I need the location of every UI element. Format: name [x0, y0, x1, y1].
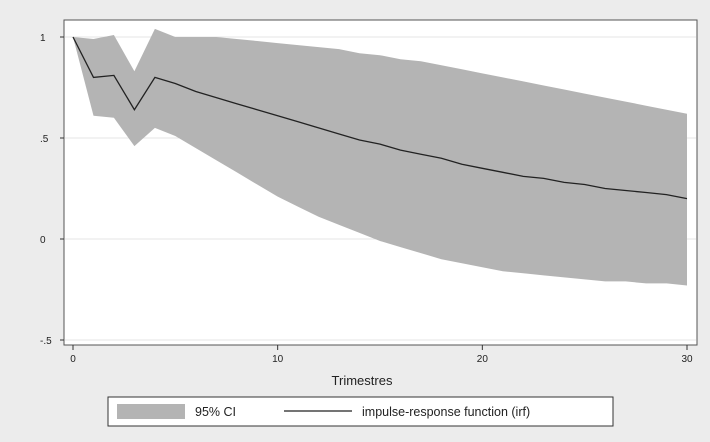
y-tick-label-3: -.5	[40, 336, 52, 347]
irf-line-layer	[72, 36, 688, 200]
x-tick-label-0: 0	[70, 354, 76, 365]
x-tick-label-2: 20	[477, 354, 489, 365]
x-tick-label-3: 30	[681, 354, 693, 365]
y-tick-label-2: 0	[40, 235, 46, 246]
legend-irf-label: impulse-response function (irf)	[362, 405, 530, 419]
legend-ci-label: 95% CI	[195, 405, 236, 419]
legend-ci-swatch	[117, 404, 185, 419]
x-axis-label: Trimestres	[332, 373, 393, 388]
ci-band-layer	[73, 28, 687, 286]
legend: 95% CI impulse-response function (irf)	[107, 396, 614, 427]
ci-band	[73, 28, 687, 286]
y-tick-label-1: .5	[40, 134, 49, 145]
x-tick-label-1: 10	[272, 354, 284, 365]
irf-line	[72, 36, 688, 200]
y-tick-label-0: 1	[40, 33, 46, 44]
axes: 1 .5 0 -.5 0 10 20 30	[40, 33, 693, 365]
legend-box	[107, 396, 614, 427]
